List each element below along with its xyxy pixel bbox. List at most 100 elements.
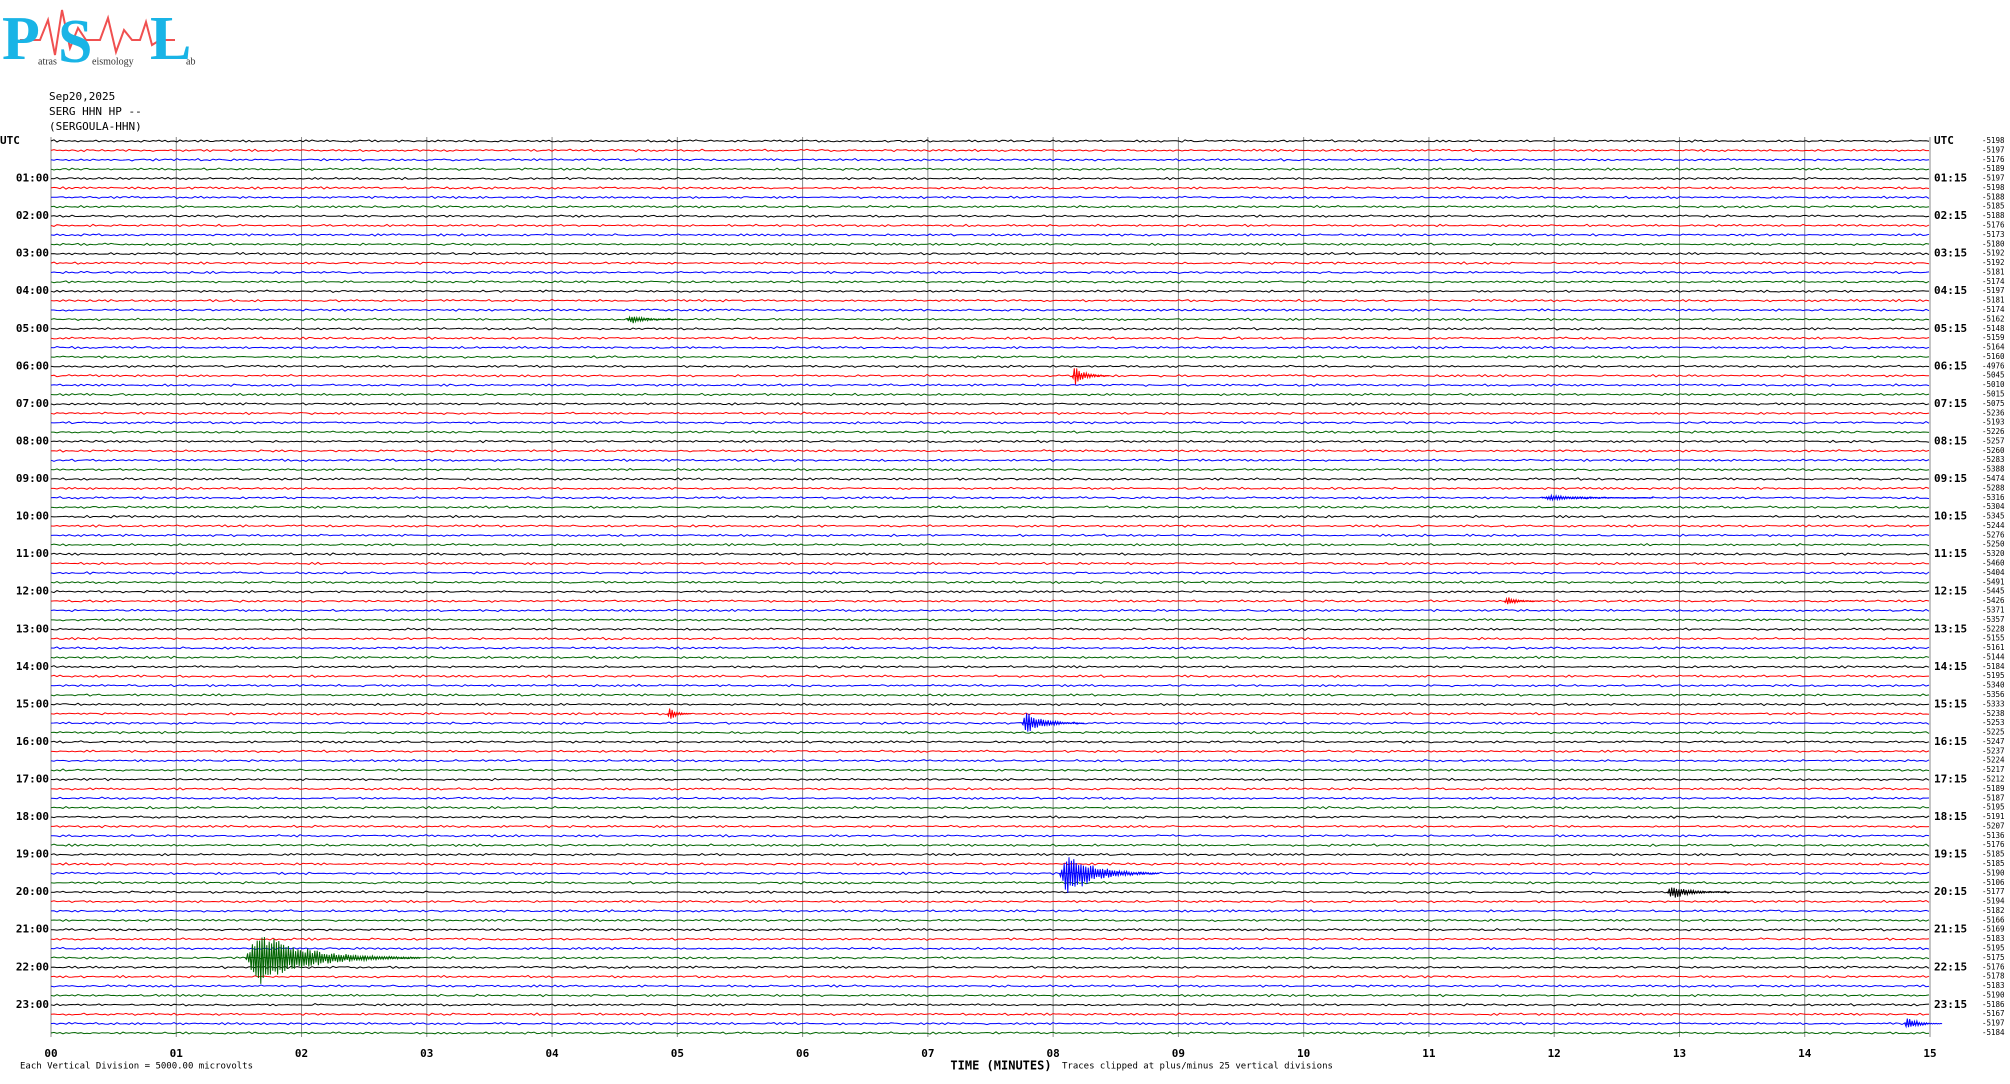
trace-label: -5198 xyxy=(1982,183,2005,192)
left-hour-label: 10:00 xyxy=(16,510,49,523)
trace xyxy=(50,580,1930,585)
trace-label: -5276 xyxy=(1982,530,2005,539)
trace xyxy=(50,1031,1930,1035)
trace xyxy=(50,505,1930,509)
event xyxy=(1503,596,1542,605)
trace-label: -5426 xyxy=(1982,596,2005,605)
trace xyxy=(50,843,1930,848)
left-hour-label: 03:00 xyxy=(16,247,49,260)
trace-label: -5160 xyxy=(1982,352,2005,361)
trace-label: -5174 xyxy=(1982,305,2005,314)
trace-label: -5357 xyxy=(1982,615,2005,624)
trace-label: -5356 xyxy=(1982,690,2005,699)
subtitle: (SERGOULA-HHN) xyxy=(49,120,142,133)
trace-label: -5166 xyxy=(1982,915,2005,924)
trace xyxy=(51,195,1930,200)
trace xyxy=(50,139,1930,143)
trace xyxy=(50,721,1930,725)
trace-label: -5304 xyxy=(1982,502,2005,511)
left-hour-label: 07:00 xyxy=(16,397,49,410)
trace-label: -5260 xyxy=(1982,446,2005,455)
trace xyxy=(50,458,1930,463)
trace xyxy=(50,242,1930,247)
left-hour-label: 06:00 xyxy=(16,359,49,372)
left-hour-label: 22:00 xyxy=(16,960,49,973)
right-hour-label: 04:15 xyxy=(1934,284,1967,297)
trace xyxy=(50,881,1930,885)
trace-label: -5316 xyxy=(1982,493,2005,502)
right-hour-label: 14:15 xyxy=(1934,660,1967,673)
trace-label: -5247 xyxy=(1982,737,2005,746)
trace-label: -5333 xyxy=(1982,699,2005,708)
x-axis-label: TIME (MINUTES) xyxy=(950,1059,1051,1073)
right-hour-label: 07:15 xyxy=(1934,397,1967,410)
trace-label: -5186 xyxy=(1982,1000,2005,1009)
x-tick-label: 11 xyxy=(1422,1047,1436,1060)
trace xyxy=(50,730,1930,735)
left-hour-label: 21:00 xyxy=(16,923,49,936)
trace xyxy=(50,355,1930,359)
logo-word: atras xyxy=(38,56,57,67)
trace-label: -5250 xyxy=(1982,540,2005,549)
left-hour-label: 18:00 xyxy=(16,810,49,823)
trace xyxy=(50,270,1930,275)
trace-label: -5169 xyxy=(1982,925,2005,934)
title: Sep20,2025 xyxy=(49,90,115,103)
trace-label: -5236 xyxy=(1982,408,2005,417)
trace xyxy=(50,918,1930,923)
trace-label: -5106 xyxy=(1982,878,2005,887)
trace xyxy=(50,927,1930,932)
trace xyxy=(50,984,1930,988)
trace-label: -5181 xyxy=(1982,267,2005,276)
event xyxy=(244,936,421,984)
trace-label: -5176 xyxy=(1982,221,2005,230)
trace-label: -5010 xyxy=(1982,380,2005,389)
event xyxy=(666,708,692,719)
trace xyxy=(50,599,1930,603)
trace-label: -5237 xyxy=(1982,746,2005,755)
x-tick-label: 12 xyxy=(1548,1047,1561,1060)
trace-label: -4976 xyxy=(1982,361,2005,370)
trace xyxy=(50,1012,1929,1016)
trace xyxy=(50,1003,1930,1007)
right-hour-label: 08:15 xyxy=(1934,434,1967,447)
left-hour-label: 23:00 xyxy=(16,998,49,1011)
left-hour-label: 16:00 xyxy=(16,735,49,748)
trace-label: -5193 xyxy=(1982,418,2005,427)
trace-label: -5185 xyxy=(1982,850,2005,859)
trace-label: -5161 xyxy=(1982,643,2005,652)
trace-label: -5184 xyxy=(1982,1028,2005,1037)
trace-label: -5187 xyxy=(1982,793,2005,802)
note: Each Vertical Division = 5000.00 microvo… xyxy=(20,1062,253,1072)
trace-label: -5195 xyxy=(1982,803,2005,812)
trace-label: -5176 xyxy=(1982,962,2005,971)
trace-label: -5371 xyxy=(1982,605,2005,614)
left-hour-label: 13:00 xyxy=(16,622,49,635)
x-tick-label: 10 xyxy=(1297,1047,1310,1060)
x-tick-label: 15 xyxy=(1923,1047,1936,1060)
x-tick-label: 05 xyxy=(671,1047,684,1060)
trace xyxy=(50,289,1929,294)
trace-label: -5212 xyxy=(1982,774,2005,783)
right-hour-label: 12:15 xyxy=(1934,585,1967,598)
trace-label: -5224 xyxy=(1982,756,2005,765)
trace xyxy=(50,251,1930,256)
right-hour-label: 13:15 xyxy=(1934,622,1967,635)
trace-label: -5195 xyxy=(1982,671,2005,680)
left-hour-label: 11:00 xyxy=(16,547,49,560)
trace xyxy=(50,937,1930,941)
trace xyxy=(50,542,1930,547)
trace xyxy=(50,402,1930,406)
trace-label: -5197 xyxy=(1982,1019,2005,1028)
trace xyxy=(50,909,1930,913)
trace xyxy=(50,890,1930,894)
trace-label: -5491 xyxy=(1982,577,2005,586)
right-hour-label: 09:15 xyxy=(1934,472,1967,485)
trace-label: -5159 xyxy=(1982,333,2005,342)
event xyxy=(1904,1018,1943,1029)
trace-label: -5340 xyxy=(1982,681,2005,690)
trace-label: -5194 xyxy=(1982,897,2005,906)
left-hour-label: 14:00 xyxy=(16,660,49,673)
trace-label: -5155 xyxy=(1982,634,2005,643)
left-hour-label: 01:00 xyxy=(16,172,49,185)
